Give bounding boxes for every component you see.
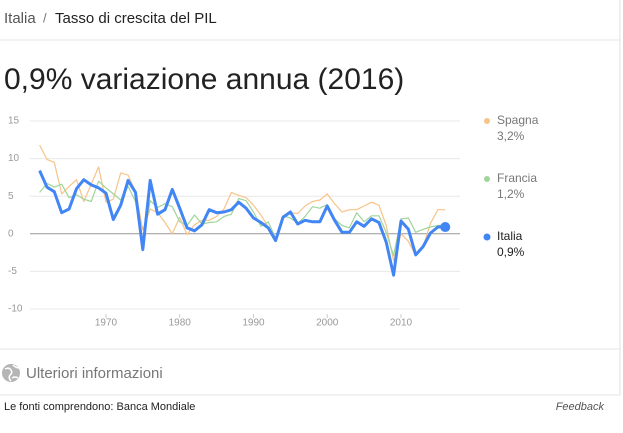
legend-value: 1,2% [497, 187, 525, 201]
plot: -10 -5 0 5 10 15 1970 1980 1990 2000 2010 Spagna 3,2… [8, 113, 539, 328]
legend-bullet [483, 233, 491, 241]
y-tick-label: -10 [8, 304, 23, 315]
sources: Le fonti comprendono: Banca Mondiale [4, 401, 195, 413]
breadcrumb-title: Tasso di crescita del PIL [55, 10, 217, 27]
last-point [440, 222, 451, 233]
legend-value: 0,9% [497, 245, 525, 259]
breadcrumb-country[interactable]: Italia [4, 10, 36, 27]
series-line [38, 169, 446, 277]
y-tick-label: -5 [8, 266, 17, 277]
globe-icon-detail [4, 364, 20, 382]
x-tick-label: 1980 [169, 318, 192, 329]
x-tick-label: 2010 [390, 318, 413, 329]
y-tick-label: 0 [8, 228, 14, 239]
y-tick-label: 10 [8, 153, 20, 164]
legend-value: 3,2% [497, 129, 525, 143]
legend-name: Francia [497, 171, 537, 185]
legend-bullet [484, 118, 490, 124]
legend-bullet [484, 176, 490, 182]
x-tick-label: 1990 [242, 318, 265, 329]
more-info-link[interactable]: Ulteriori informazioni [26, 365, 163, 382]
x-tick-label: 1970 [95, 318, 118, 329]
breadcrumb-separator: / [43, 10, 47, 25]
series-line [39, 180, 446, 257]
chart-title: 0,9% variazione annua (2016) [4, 63, 404, 96]
series-line [39, 144, 446, 262]
legend-name: Spagna [497, 113, 539, 127]
y-tick-label: 15 [8, 116, 20, 127]
feedback-link[interactable]: Feedback [556, 401, 605, 413]
x-tick-label: 2000 [316, 318, 339, 329]
legend-name: Italia [497, 229, 523, 243]
y-tick-label: 5 [8, 191, 14, 202]
